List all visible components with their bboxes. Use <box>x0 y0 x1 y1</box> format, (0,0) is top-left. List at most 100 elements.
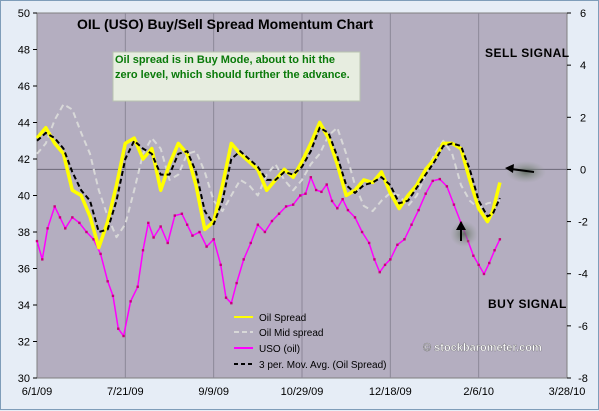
annotation-box <box>112 51 361 102</box>
series-line-3-per-mov-avg-oil-spread <box>36 126 501 233</box>
series-point-uso-oil <box>493 249 496 252</box>
y-left-tick-label: 30 <box>18 373 30 385</box>
series-point-uso-oil <box>256 223 260 226</box>
series-point-uso-oil <box>488 261 491 265</box>
legend-label-oil-mid-spread: Oil Mid spread <box>259 328 323 339</box>
series-point-uso-oil <box>117 327 120 330</box>
series-point-uso-oil <box>452 203 456 206</box>
series-point-uso-oil <box>159 225 162 228</box>
series-point-uso-oil <box>106 280 109 283</box>
series-point-uso-oil <box>64 227 67 230</box>
signal-glow-right <box>506 161 546 183</box>
x-tick-label: 10/29/09 <box>281 386 324 398</box>
arrowhead-up-icon <box>456 221 466 230</box>
series-point-uso-oil <box>219 263 222 267</box>
y-left-tick-label: 48 <box>18 45 30 57</box>
watermark: © stockbarometer.com <box>423 342 542 354</box>
series-point-uso-oil <box>472 254 475 257</box>
y-left-tick-label: 38 <box>18 227 30 239</box>
y-right-tick-label: 0 <box>580 164 586 176</box>
series-point-uso-oil <box>35 239 39 243</box>
series-point-uso-oil <box>205 245 208 248</box>
series-point-uso-oil <box>325 183 328 186</box>
series-point-uso-oil <box>367 241 371 245</box>
series-point-uso-oil <box>304 192 307 195</box>
series-point-uso-oil <box>309 176 313 179</box>
y-left-tick-label: 34 <box>18 300 30 312</box>
series-point-uso-oil <box>341 197 344 201</box>
series-point-uso-oil <box>198 230 201 234</box>
series-point-uso-oil <box>249 241 252 245</box>
series-point-uso-oil <box>263 230 267 234</box>
y-left-tick-label: 42 <box>18 154 30 166</box>
series-point-uso-oil <box>346 208 350 212</box>
series-point-uso-oil <box>85 230 88 234</box>
x-tick-label: 3/28/10 <box>549 386 586 398</box>
arrowhead-left-icon <box>505 164 514 173</box>
series-point-uso-oil <box>373 258 376 261</box>
series-point-uso-oil <box>99 252 102 256</box>
series-point-uso-oil <box>92 238 95 241</box>
series-point-uso-oil <box>383 263 387 267</box>
series-point-uso-oil <box>277 212 281 215</box>
series-point-uso-oil <box>410 223 413 226</box>
series-point-uso-oil <box>224 296 228 299</box>
y-right-tick-label: -6 <box>578 321 588 333</box>
series-point-uso-oil <box>111 294 115 298</box>
series-point-uso-oil <box>445 185 449 188</box>
y-left-tick-label: 40 <box>18 191 30 203</box>
y-left-tick-label: 46 <box>18 81 30 93</box>
annotation-text: Oil spread is in Buy Mode, about to hit … <box>115 54 350 81</box>
y-right-tick-label: -8 <box>578 373 588 385</box>
y-left-tick-label: 36 <box>18 264 30 276</box>
series-point-uso-oil <box>320 190 323 194</box>
legend-label-oil-spread: Oil Spread <box>259 313 306 324</box>
series-line-oil-mid-spread <box>36 103 501 239</box>
y-axis-right: -8 -6 -4 -2 0 2 4 6 <box>567 8 588 385</box>
y-left-tick-label: 50 <box>18 8 30 20</box>
y-left-tick-label: 32 <box>18 337 30 349</box>
series-point-uso-oil <box>424 192 427 195</box>
series-point-uso-oil <box>191 234 194 237</box>
y-right-tick-label: -4 <box>578 269 588 281</box>
series-point-uso-oil <box>291 203 295 206</box>
series-point-uso-oil <box>166 241 169 245</box>
series-point-uso-oil <box>378 270 381 274</box>
series-point-uso-oil <box>314 188 318 192</box>
series-point-uso-oil <box>71 216 74 219</box>
series-point-uso-oil <box>284 205 288 208</box>
series-point-uso-oil <box>53 205 56 208</box>
series-layer <box>35 103 502 338</box>
series-point-uso-oil <box>270 219 274 223</box>
signal-glow-bottom <box>450 221 478 247</box>
y-right-tick-label: 6 <box>580 8 586 20</box>
series-point-uso-oil <box>122 334 125 338</box>
y-right-tick-label: -2 <box>578 217 588 229</box>
chart-title: OIL (USO) Buy/Sell Spread Momentum Chart <box>77 16 373 32</box>
x-tick-label: 12/18/09 <box>369 386 412 398</box>
series-point-uso-oil <box>396 243 399 246</box>
series-point-uso-oil <box>129 300 132 303</box>
series-point-uso-oil <box>482 272 486 276</box>
series-point-uso-oil <box>41 258 44 261</box>
series-point-uso-oil <box>152 236 155 239</box>
series-point-uso-oil <box>141 249 145 252</box>
series-point-uso-oil <box>58 216 62 219</box>
buy-signal-label: BUY SIGNAL <box>488 297 567 311</box>
legend-label-moving-average: 3 per. Mov. Avg. (Oil Spread) <box>259 360 386 371</box>
series-point-uso-oil <box>477 263 480 267</box>
series-point-uso-oil <box>353 216 357 219</box>
series-point-uso-oil <box>212 238 215 241</box>
x-tick-label: 9/9/09 <box>198 386 229 398</box>
series-point-uso-oil <box>299 194 302 197</box>
y-right-tick-label: 4 <box>580 60 586 72</box>
y-axis-left: 30 32 34 36 38 40 42 44 46 48 50 <box>18 8 37 385</box>
series-point-uso-oil <box>173 214 176 217</box>
x-tick-label: 7/21/09 <box>107 386 144 398</box>
x-tick-label: 6/1/09 <box>22 386 53 398</box>
series-point-uso-oil <box>78 221 81 225</box>
legend: Oil Spread Oil Mid spread USO (oil) 3 pe… <box>234 313 386 371</box>
legend-label-uso: USO (oil) <box>259 344 300 355</box>
